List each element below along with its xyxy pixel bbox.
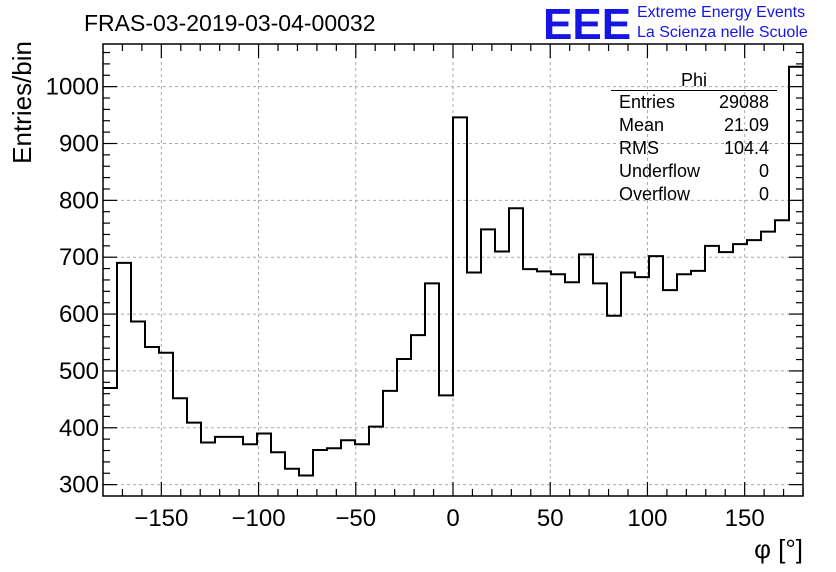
y-tick-label: 500 <box>59 358 99 385</box>
x-tick-label: 50 <box>537 505 564 532</box>
logo-subtitle-line2: La Scienza nelle Scuole <box>637 24 808 41</box>
stats-value: 0 <box>758 184 769 204</box>
stats-row-entries: Entries 29088 <box>611 91 777 114</box>
stats-row-rms: RMS 104.4 <box>611 137 777 160</box>
y-tick-label: 600 <box>59 301 99 328</box>
axis-ticks <box>103 44 804 496</box>
stats-row-mean: Mean 21.09 <box>611 114 777 137</box>
y-tick-label: 1000 <box>46 74 99 101</box>
stats-label: Underflow <box>619 161 701 181</box>
y-tick-label: 400 <box>59 415 99 442</box>
stats-title: Phi <box>611 70 777 91</box>
stats-row-underflow: Underflow 0 <box>611 160 777 183</box>
y-tick-label: 300 <box>59 472 99 499</box>
y-axis-label: Entries/bin <box>7 41 37 164</box>
histogram-line <box>103 65 803 477</box>
y-tick-label: 700 <box>59 244 99 271</box>
x-tick-label: −50 <box>335 505 376 532</box>
logo-subtitle-line1: Extreme Energy Events <box>637 4 806 21</box>
plot-frame <box>102 43 804 497</box>
x-tick-label: 0 <box>446 505 459 532</box>
eee-logo: EEE <box>543 0 632 49</box>
stats-value: 21.09 <box>723 115 769 135</box>
x-tick-label: −100 <box>232 505 286 532</box>
stats-value: 29088 <box>718 92 769 112</box>
x-tick-label: 100 <box>627 505 667 532</box>
x-tick-label: 150 <box>725 505 765 532</box>
x-axis-label: φ [°] <box>754 534 803 564</box>
x-tick-label: −150 <box>134 505 188 532</box>
stats-row-overflow: Overflow 0 <box>611 183 777 206</box>
y-tick-labels: 300 400 500 600 700 800 900 1000 <box>46 74 99 499</box>
stats-value: 104.4 <box>723 138 769 158</box>
chart-title: FRAS-03-2019-03-04-00032 <box>84 10 376 36</box>
stats-box: Phi Entries 29088 Mean 21.09 RMS 104.4 U… <box>611 70 777 206</box>
stats-label: Entries <box>619 92 676 112</box>
stats-label: Mean <box>619 115 665 135</box>
stats-label: Overflow <box>619 184 691 204</box>
y-tick-label: 800 <box>59 187 99 214</box>
x-tick-labels: −150 −100 −50 0 50 100 150 <box>134 505 764 532</box>
y-tick-label: 900 <box>59 130 99 157</box>
stats-value: 0 <box>758 161 769 181</box>
stats-label: RMS <box>619 138 659 158</box>
